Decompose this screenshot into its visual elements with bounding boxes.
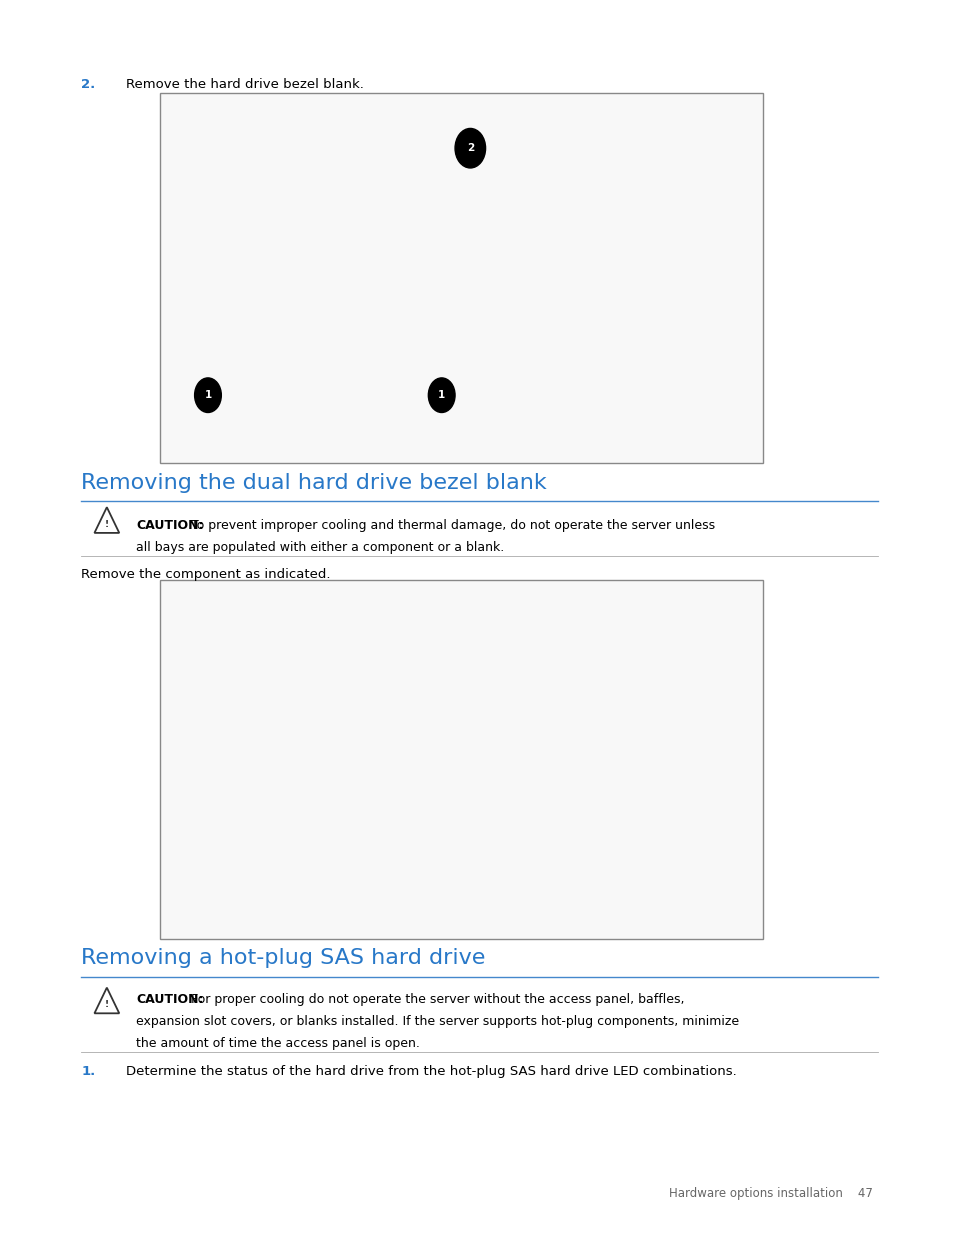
Circle shape [428, 378, 455, 412]
Text: 1: 1 [437, 390, 445, 400]
Text: For proper cooling do not operate the server without the access panel, baffles,: For proper cooling do not operate the se… [191, 993, 683, 1007]
Text: 1.: 1. [81, 1065, 95, 1078]
Circle shape [455, 128, 485, 168]
Text: Removing a hot-plug SAS hard drive: Removing a hot-plug SAS hard drive [81, 948, 485, 968]
Text: expansion slot covers, or blanks installed. If the server supports hot-plug comp: expansion slot covers, or blanks install… [136, 1015, 739, 1029]
Text: !: ! [105, 1000, 109, 1009]
Text: Hardware options installation    47: Hardware options installation 47 [668, 1187, 872, 1200]
Text: !: ! [105, 520, 109, 529]
Text: CAUTION:: CAUTION: [136, 993, 204, 1007]
Text: the amount of time the access panel is open.: the amount of time the access panel is o… [136, 1037, 420, 1051]
FancyBboxPatch shape [160, 580, 762, 939]
Text: Remove the component as indicated.: Remove the component as indicated. [81, 568, 331, 582]
Text: all bays are populated with either a component or a blank.: all bays are populated with either a com… [136, 541, 504, 555]
Text: 1: 1 [204, 390, 212, 400]
Text: To prevent improper cooling and thermal damage, do not operate the server unless: To prevent improper cooling and thermal … [191, 519, 714, 532]
Text: 2: 2 [466, 143, 474, 153]
FancyBboxPatch shape [160, 93, 762, 463]
Circle shape [194, 378, 221, 412]
Text: Determine the status of the hard drive from the hot-plug SAS hard drive LED comb: Determine the status of the hard drive f… [126, 1065, 736, 1078]
Text: Remove the hard drive bezel blank.: Remove the hard drive bezel blank. [126, 78, 363, 91]
Text: Removing the dual hard drive bezel blank: Removing the dual hard drive bezel blank [81, 473, 546, 493]
Text: 2.: 2. [81, 78, 95, 91]
Text: CAUTION:: CAUTION: [136, 519, 204, 532]
